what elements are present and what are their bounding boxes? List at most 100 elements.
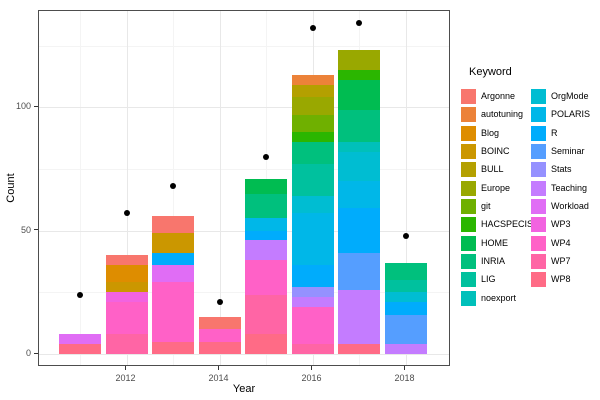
legend-swatch-WP3 [531, 217, 546, 233]
legend-label-Blog: Blog [481, 127, 500, 138]
legend-swatch-noexport [461, 290, 476, 306]
legend-label-INRIA: INRIA [481, 255, 506, 266]
x-tick-label: 2014 [208, 373, 229, 383]
bar-segment-WP4-2012 [105, 302, 148, 335]
bar-segment-Seminar-2017 [338, 252, 380, 290]
bar-segment-OrgMode-2016 [291, 196, 334, 214]
y-tick-label: 50 [20, 224, 31, 235]
legend-label-LIG: LIG [481, 274, 496, 285]
bar-segment-Europe-2017 [338, 50, 380, 71]
legend-item-WP3: WP3 [531, 217, 600, 233]
legend-swatch-Stats [531, 162, 546, 178]
legend-item-Seminar: Seminar [531, 143, 600, 159]
legend-swatch-LIG [461, 272, 476, 288]
y-major-gridline [39, 107, 449, 109]
legend-label-BOINC: BOINC [481, 145, 510, 156]
legend-item-Stats: Stats [531, 162, 600, 178]
bar-segment-HACSPECIS-2016 [291, 131, 334, 142]
legend-swatch-BOINC [461, 143, 476, 159]
bar-segment-WP4-2015 [245, 260, 287, 295]
total-dot-2018 [402, 232, 409, 239]
bar-segment-WP8-2014 [198, 341, 241, 354]
legend-item-Workload: Workload [531, 198, 600, 214]
y-major-gridline [39, 354, 449, 355]
legend-item-BOINC: BOINC [461, 143, 531, 159]
legend-item-OrgMode: OrgMode [531, 89, 600, 104]
legend-swatch-WP8 [531, 272, 546, 288]
legend-item-INRIA: INRIA [461, 253, 531, 269]
legend-swatch-BULL [461, 162, 476, 178]
bar-segment-Workload-2011 [59, 334, 101, 345]
legend-label-POLARIS: POLARIS [551, 109, 591, 120]
x-tick-label: 2018 [394, 373, 415, 383]
x-minor-gridline [80, 11, 81, 365]
bar-segment-R-2015 [245, 230, 287, 241]
bar-segment-BOINC-2013 [152, 233, 194, 253]
legend-label-Seminar: Seminar [551, 145, 585, 156]
total-dot-2013 [170, 183, 176, 190]
legend-item-R: R [531, 125, 600, 141]
x-tick-label: 2016 [301, 373, 322, 383]
bar-segment-INRIA-2015 [245, 193, 287, 219]
bar-segment-autotuning-2016 [291, 75, 334, 85]
x-tick-label: 2012 [115, 373, 136, 383]
y-tick-mark [34, 105, 38, 107]
bar-segment-INRIA-2017 [338, 109, 380, 142]
x-major-gridline [126, 11, 128, 365]
bar-segment-BOINC-2012 [105, 282, 148, 293]
total-dot-2017 [356, 20, 362, 27]
legend-swatch-Blog [461, 125, 476, 141]
x-tick-mark [125, 366, 126, 370]
legend-item-WP7: WP7 [531, 253, 600, 269]
total-dot-2016 [309, 25, 316, 32]
legend-label-autotuning: autotuning [481, 109, 524, 120]
legend-swatch-autotuning [461, 107, 476, 123]
legend-swatch-R [531, 125, 546, 141]
x-major-gridline [219, 11, 221, 365]
legend-label-OrgMode: OrgMode [551, 91, 589, 101]
bar-segment-R-2018 [384, 302, 427, 315]
legend-label-HOME: HOME [481, 237, 508, 248]
legend-swatch-git [461, 198, 476, 214]
x-tick-mark [311, 366, 312, 370]
x-axis-title: Year [232, 383, 256, 395]
y-tick-label: 100 [15, 101, 31, 112]
legend-item-autotuning: autotuning [461, 107, 531, 123]
bar-segment-WP8-2013 [152, 341, 194, 354]
legend-label-WP4: WP4 [551, 237, 571, 248]
legend-label-WP3: WP3 [551, 219, 571, 230]
total-dot-2012 [123, 210, 130, 217]
bar-segment-WP8-2015 [245, 334, 287, 354]
y-tick-label: 0 [25, 348, 31, 358]
legend-label-noexport: noexport [481, 292, 517, 303]
legend-swatch-HOME [461, 235, 476, 251]
bar-segment-WP8-2011 [59, 344, 101, 354]
y-major-gridline [39, 230, 449, 232]
legend-item-git: git [461, 198, 531, 214]
legend-item-LIG: LIG [461, 272, 531, 288]
legend-item-WP8: WP8 [531, 272, 600, 288]
bar-segment-Workload-2013 [152, 265, 194, 283]
legend-swatch-WP7 [531, 253, 546, 269]
bar-segment-WP7-2016 [291, 344, 334, 354]
legend-item-BULL: BULL [461, 162, 531, 178]
legend-item-Europe: Europe [461, 180, 531, 196]
bar-segment-WP8-2017 [338, 344, 380, 354]
legend-label-WP7: WP7 [551, 255, 571, 266]
legend-swatch-Argonne [461, 89, 476, 104]
bar-segment-Argonne-2013 [152, 215, 194, 234]
bar-segment-INRIA-2018 [384, 262, 427, 280]
bar-segment-OrgMode-2017 [338, 151, 380, 182]
bar-segment-R-2016 [291, 265, 334, 288]
legend-item-Teaching: Teaching [531, 180, 600, 196]
bar-segment-HOME-2017 [338, 80, 380, 110]
legend-item-Argonne: Argonne [461, 89, 531, 104]
y-axis-title: Count [5, 173, 17, 203]
bar-segment-Argonne-2012 [105, 255, 148, 266]
bar-segment-WP7-2015 [245, 294, 287, 335]
bar-segment-R-2017 [338, 208, 380, 253]
bar-segment-Argonne-2014 [198, 316, 241, 330]
bar-segment-Seminar-2018 [384, 314, 427, 345]
legend-item-HACSPECIS: HACSPECIS [461, 217, 533, 233]
bar-segment-noexport-2017 [338, 141, 380, 152]
